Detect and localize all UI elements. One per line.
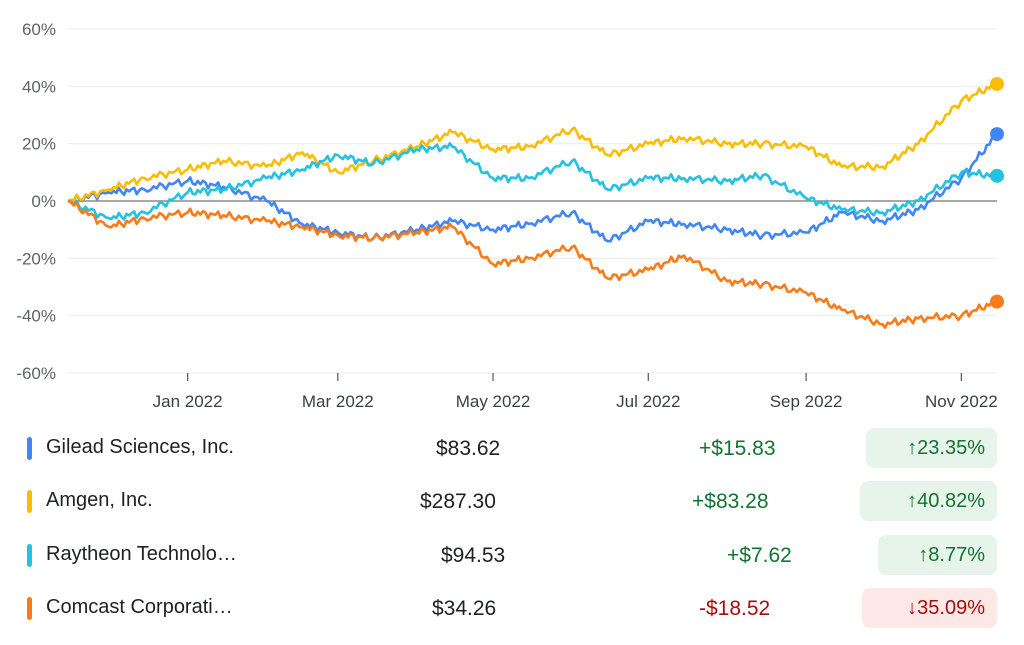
x-tick-label: Sep 2022 — [770, 392, 843, 411]
series-color-bar — [27, 490, 32, 513]
legend-row-amgen[interactable]: Amgen, Inc. $287.30 +$83.28 ↑40.82% — [0, 481, 1024, 521]
percent-change-badge: ↑40.82% — [860, 481, 997, 521]
stock-comparison-chart: 60% 40% 20% 0% -20% -40% -60% Jan 2022 Mar 2022… — [16, 20, 1004, 411]
x-tick-label: Mar 2022 — [302, 392, 374, 411]
percent-change-badge: ↑8.77% — [878, 535, 997, 575]
y-tick-label: 40% — [22, 77, 56, 96]
price-change: +$7.62 — [727, 544, 792, 567]
series-color-bar — [27, 437, 32, 460]
series-lines — [67, 82, 998, 329]
arrow-down-icon: ↓ — [907, 597, 918, 619]
percent-change: 23.35% — [917, 437, 985, 459]
legend-row-comcast[interactable]: Comcast Corporati… $34.26 -$18.52 ↓35.09… — [0, 588, 1024, 628]
series-line — [67, 132, 998, 243]
series-line — [67, 82, 998, 203]
series-end-dots — [990, 76, 1004, 309]
y-tick-label: -40% — [16, 307, 56, 326]
y-tick-label: 20% — [22, 135, 56, 154]
y-tick-label: 60% — [22, 20, 56, 39]
current-price: $287.30 — [420, 490, 496, 513]
percent-change-badge: ↓35.09% — [862, 588, 997, 628]
x-tick-label: Jul 2022 — [616, 392, 680, 411]
company-name: Gilead Sciences, Inc. — [46, 436, 234, 458]
current-price: $34.26 — [432, 597, 497, 620]
y-tick-label: -20% — [16, 249, 56, 268]
series-end-dot — [990, 168, 1004, 183]
percent-change: 40.82% — [917, 490, 985, 512]
price-change: +$15.83 — [699, 437, 776, 460]
y-tick-label: -60% — [16, 364, 56, 383]
series-end-dot — [990, 127, 1004, 142]
x-tick-label: May 2022 — [456, 392, 531, 411]
arrow-up-icon: ↑ — [918, 544, 929, 566]
current-price: $83.62 — [436, 437, 501, 460]
percent-change: 35.09% — [917, 597, 985, 619]
arrow-up-icon: ↑ — [907, 437, 918, 459]
company-name: Raytheon Technolo… — [46, 543, 237, 565]
series-end-dot — [990, 76, 1004, 91]
series-line — [67, 199, 998, 329]
legend-row-gilead[interactable]: Gilead Sciences, Inc. $83.62 +$15.83 ↑23… — [0, 428, 1024, 468]
series-end-dot — [990, 294, 1004, 309]
company-name: Comcast Corporati… — [46, 596, 233, 618]
percent-change: 8.77% — [928, 544, 985, 566]
x-axis: Jan 2022 Mar 2022 May 2022 Jul 2022 Sep 2022… — [153, 373, 998, 411]
y-axis-labels: 60% 40% 20% 0% -20% -40% -60% — [16, 20, 56, 383]
price-change: -$18.52 — [699, 597, 771, 620]
series-color-bar — [27, 597, 32, 620]
series-color-bar — [27, 544, 32, 567]
x-tick-label: Nov 2022 — [925, 392, 998, 411]
current-price: $94.53 — [441, 544, 506, 567]
x-tick-label: Jan 2022 — [153, 392, 223, 411]
series-line — [67, 142, 998, 221]
company-name: Amgen, Inc. — [46, 489, 153, 511]
chart-grid — [68, 28, 997, 374]
arrow-up-icon: ↑ — [907, 490, 918, 512]
legend-row-raytheon[interactable]: Raytheon Technolo… $94.53 +$7.62 ↑8.77% — [0, 535, 1024, 575]
price-change: +$83.28 — [692, 490, 769, 513]
percent-change-badge: ↑23.35% — [866, 428, 997, 468]
y-tick-label: 0% — [31, 192, 56, 211]
